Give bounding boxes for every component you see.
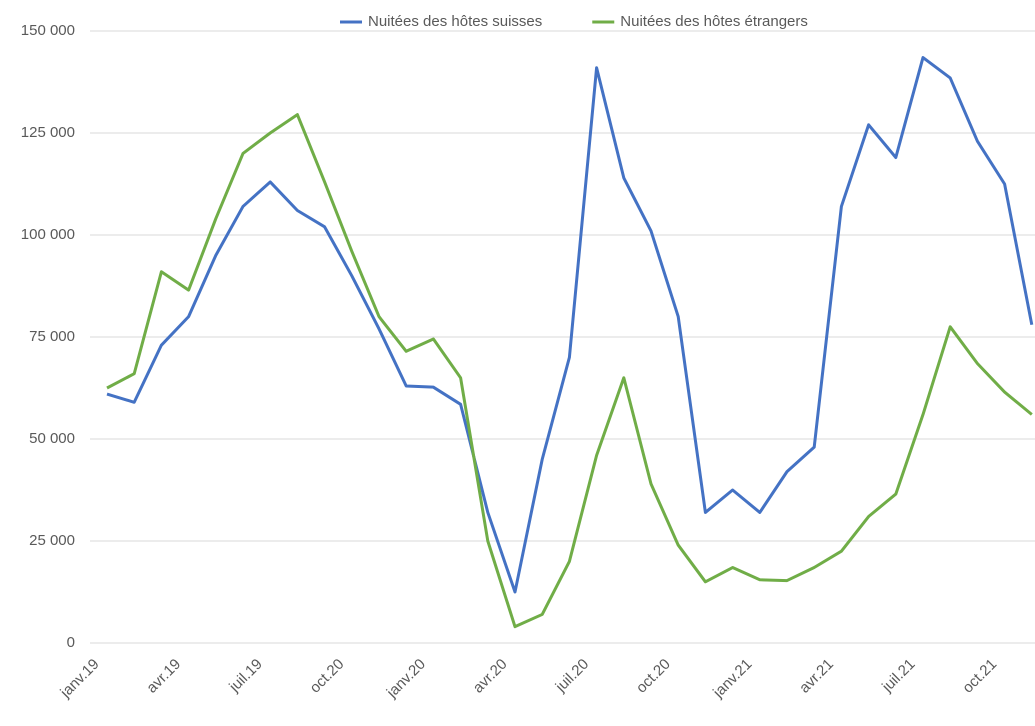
x-tick-label: avr.19	[143, 656, 184, 697]
series-line	[106, 113, 1033, 629]
y-tick-label: 25 000	[29, 532, 75, 549]
series-line	[106, 56, 1034, 594]
x-tick-label: oct.20	[633, 656, 674, 697]
legend-label: Nuitées des hôtes suisses	[368, 13, 542, 30]
x-tick-label: avr.20	[470, 656, 511, 697]
x-tick-label: juil.20	[552, 656, 592, 696]
x-tick-label: janv.19	[56, 656, 102, 702]
y-tick-label: 0	[67, 634, 75, 651]
x-tick-label: janv.21	[709, 656, 755, 702]
y-tick-label: 125 000	[21, 124, 75, 141]
x-tick-label: oct.21	[959, 656, 1000, 697]
legend-label: Nuitées des hôtes étrangers	[620, 13, 808, 30]
x-tick-label: janv.20	[383, 656, 429, 702]
y-tick-label: 75 000	[29, 328, 75, 345]
y-tick-label: 100 000	[21, 226, 75, 243]
y-tick-label: 150 000	[21, 22, 75, 39]
x-tick-label: juil.21	[878, 656, 918, 696]
x-tick-label: juil.19	[225, 656, 265, 696]
x-tick-label: avr.21	[796, 656, 837, 697]
x-tick-label: oct.20	[307, 656, 348, 697]
y-tick-label: 50 000	[29, 430, 75, 447]
